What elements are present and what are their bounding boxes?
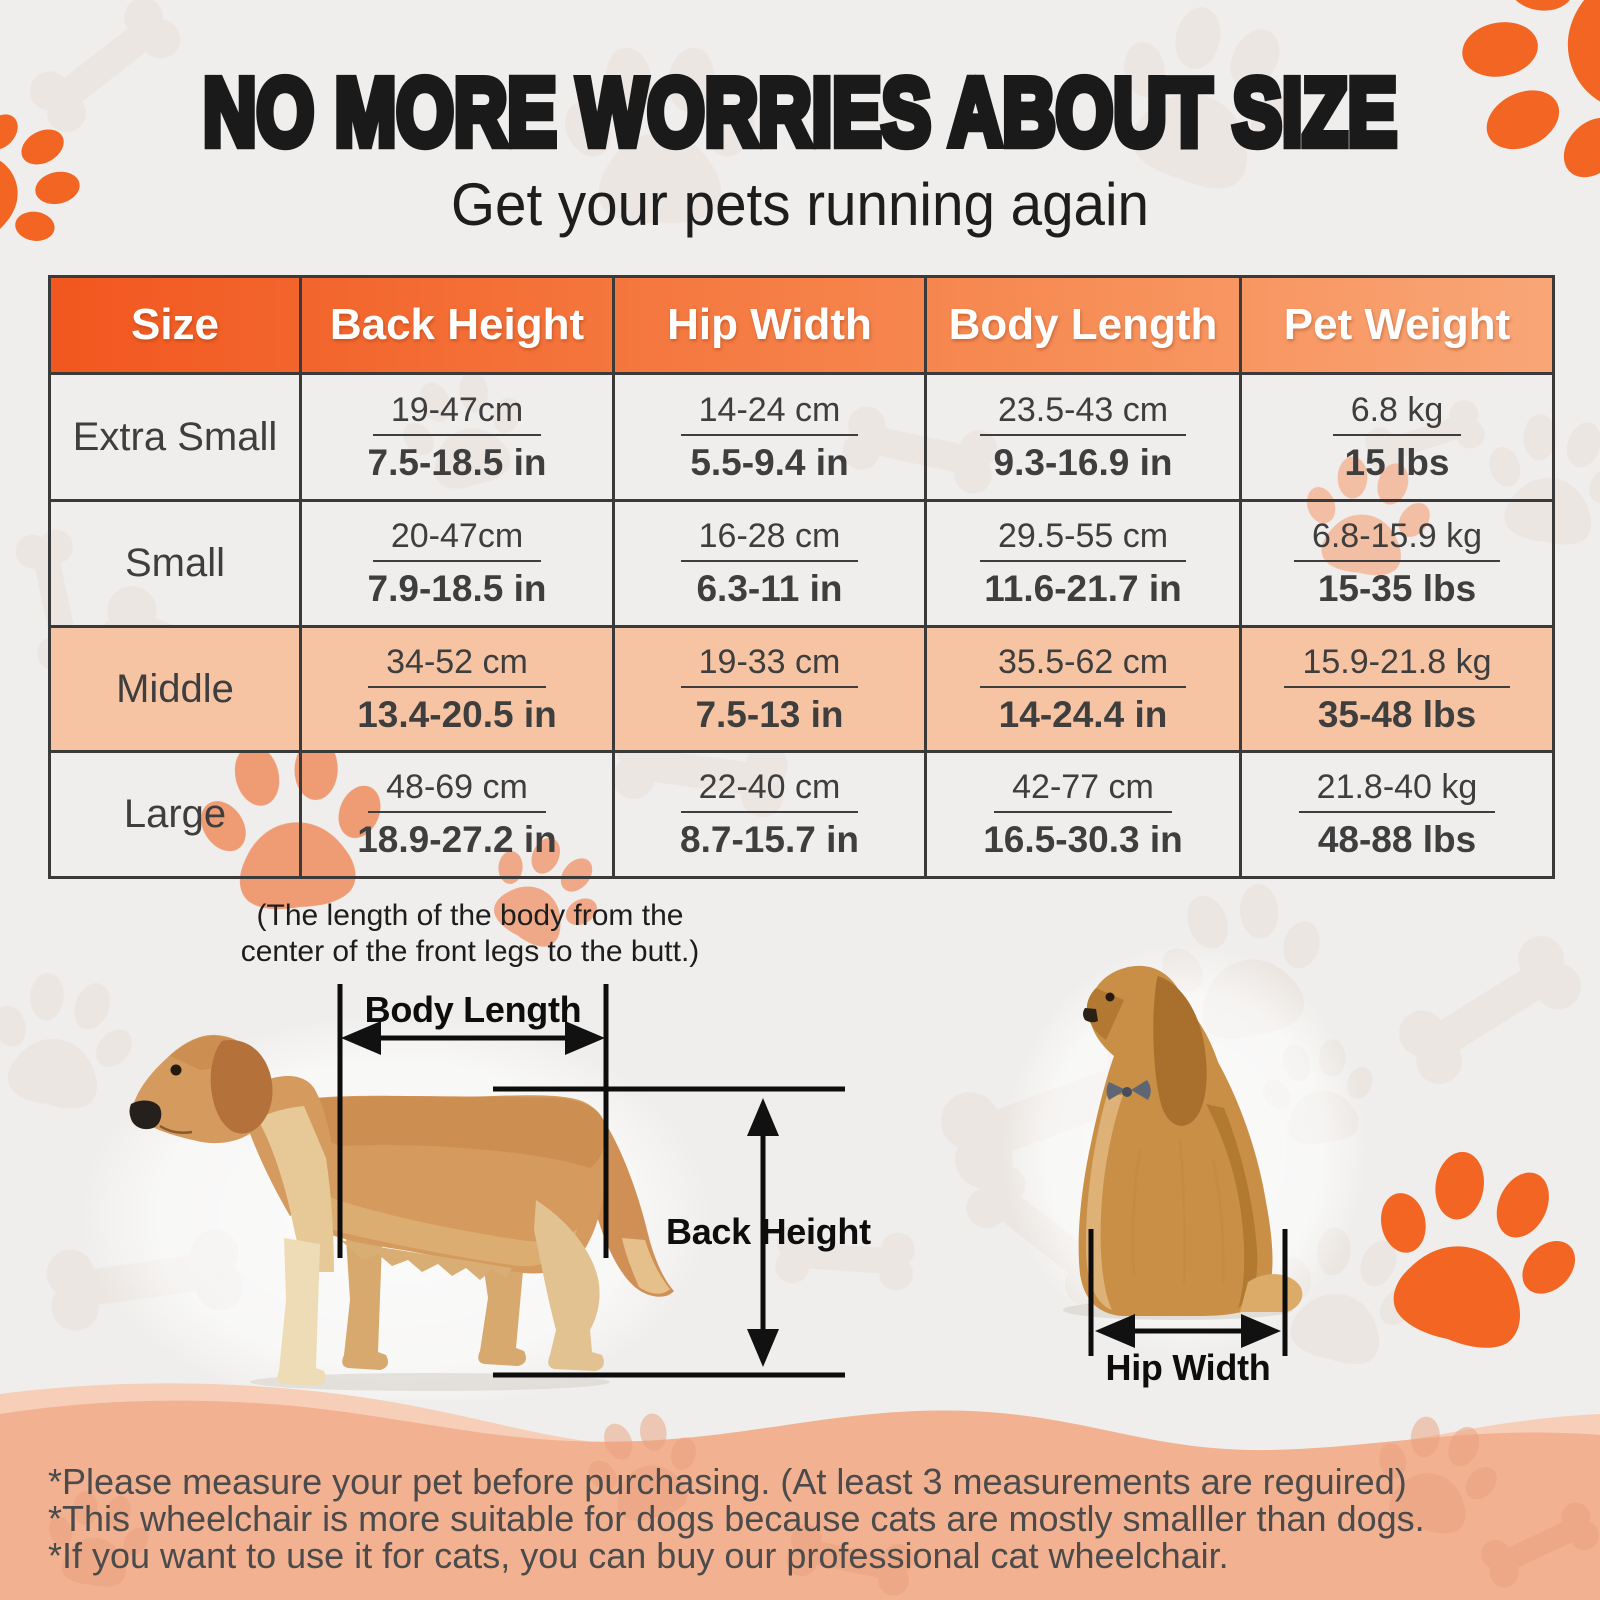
svg-text:NO MORE WORRIES ABOUT SIZE: NO MORE WORRIES ABOUT SIZE — [203, 59, 1397, 166]
svg-text:Get your pets running again: Get your pets running again — [451, 171, 1149, 238]
